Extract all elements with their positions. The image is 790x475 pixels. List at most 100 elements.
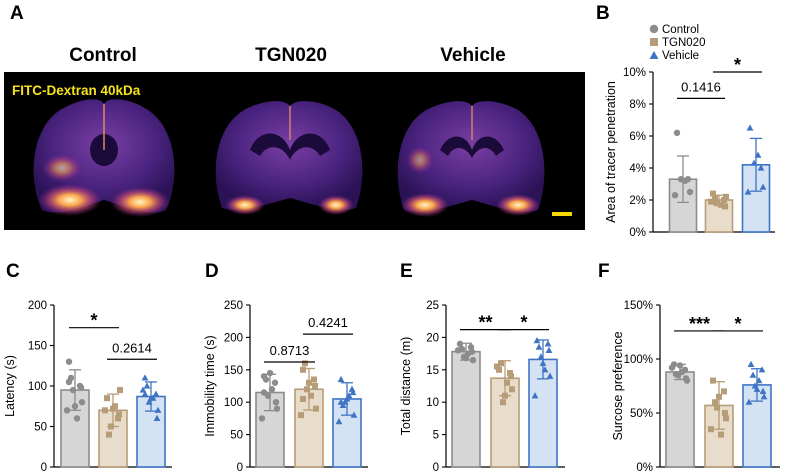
data-point-vehicle — [154, 406, 162, 413]
data-point-tgn020 — [116, 411, 122, 418]
data-point-control — [260, 389, 268, 396]
data-point-vehicle — [757, 164, 765, 171]
data-point-tgn020 — [723, 193, 729, 200]
y-tick-label: 8% — [629, 99, 646, 111]
data-point-tgn020 — [306, 379, 312, 386]
data-point-vehicle — [546, 372, 554, 379]
data-point-control — [63, 407, 71, 414]
data-point-tgn020 — [102, 407, 108, 414]
data-point-vehicle — [539, 359, 547, 366]
y-tick-label: 250 — [224, 300, 243, 312]
data-point-vehicle — [152, 390, 160, 397]
data-point-tgn020 — [716, 393, 722, 400]
y-tick-label: 50% — [630, 408, 653, 420]
data-point-vehicle — [535, 343, 543, 350]
data-point-vehicle — [337, 375, 345, 383]
y-tick-label: 100% — [624, 354, 653, 366]
y-tick-label: 15 — [426, 365, 439, 377]
data-point-tgn020 — [300, 366, 306, 373]
data-point-vehicle — [337, 398, 345, 405]
bar-control — [451, 350, 481, 468]
brain-section-vehicle — [397, 101, 545, 217]
data-point-tgn020 — [708, 426, 714, 433]
data-point-control — [69, 386, 77, 394]
data-point-control — [65, 358, 73, 365]
data-point-control — [77, 384, 85, 391]
data-point-tgn020 — [311, 376, 317, 383]
data-point-vehicle — [145, 398, 153, 405]
imaging-panel: Control TGN020 Vehicle FITC-Dextran 40kD… — [4, 45, 585, 230]
y-tick-label: 200 — [28, 300, 47, 312]
bar-control — [665, 371, 695, 468]
legend: Control TGN020 Vehicle — [649, 24, 705, 62]
panel-label-a: A — [10, 3, 24, 24]
y-tick-label: 6% — [629, 131, 646, 143]
y-axis-label: Surcose preference — [611, 331, 625, 440]
data-point-tgn020 — [298, 412, 304, 419]
y-tick-label: 50 — [230, 430, 243, 442]
data-point-control — [456, 340, 464, 348]
data-point-vehicle — [141, 390, 149, 397]
data-point-control — [73, 415, 81, 422]
data-point-vehicle — [544, 340, 552, 347]
imaging-title-vehicle: Vehicle — [440, 45, 506, 66]
data-point-control — [266, 369, 274, 377]
imaging-label: FITC-Dextran 40kDa — [12, 83, 141, 98]
data-point-control — [262, 376, 270, 383]
data-point-tgn020 — [710, 377, 716, 384]
data-point-control — [686, 188, 694, 196]
data-point-tgn020 — [721, 197, 727, 203]
data-point-control — [271, 379, 279, 386]
data-point-vehicle — [339, 401, 347, 409]
significance-label: *** — [689, 314, 710, 334]
data-point-vehicle — [760, 393, 768, 400]
data-point-vehicle — [349, 388, 357, 396]
imaging-title-control: Control — [69, 45, 137, 66]
significance-label: * — [520, 313, 527, 333]
data-point-vehicle — [759, 183, 767, 190]
data-point-control — [468, 348, 476, 355]
data-point-tgn020 — [710, 190, 716, 197]
data-point-tgn020 — [302, 360, 308, 367]
data-point-vehicle — [537, 353, 545, 360]
legend-marker-control — [649, 24, 659, 34]
data-point-tgn020 — [313, 405, 319, 412]
data-point-tgn020 — [304, 386, 310, 393]
data-point-tgn020 — [714, 404, 720, 411]
data-point-vehicle — [545, 346, 553, 353]
legend-label-vehicle: Vehicle — [662, 50, 699, 62]
y-axis-label: Latency (s) — [3, 355, 17, 417]
data-point-vehicle — [759, 387, 767, 394]
data-point-vehicle — [754, 151, 762, 158]
data-point-vehicle — [758, 366, 766, 373]
data-point-tgn020 — [504, 379, 510, 386]
data-point-tgn020 — [300, 395, 306, 402]
legend-label-tgn020: TGN020 — [662, 37, 705, 49]
y-tick-label: 150 — [224, 365, 243, 377]
data-point-control — [682, 375, 690, 382]
data-point-control — [458, 345, 466, 353]
scale-bar — [552, 212, 572, 216]
legend-marker-tgn020 — [650, 38, 658, 46]
data-point-tgn020 — [722, 410, 728, 416]
data-point-tgn020 — [723, 415, 729, 422]
y-tick-label: 0% — [636, 462, 653, 474]
data-point-control — [272, 399, 280, 406]
y-tick-label: 5 — [433, 430, 439, 442]
data-point-tgn020 — [500, 399, 506, 406]
data-point-vehicle — [750, 159, 758, 166]
brain-section-tgn020 — [215, 101, 363, 215]
data-point-tgn020 — [110, 405, 116, 412]
y-tick-label: 50 — [34, 422, 47, 434]
data-point-vehicle — [531, 392, 539, 399]
data-point-vehicle — [143, 382, 151, 389]
panel-label-b: B — [596, 3, 610, 24]
data-point-control — [469, 356, 477, 364]
y-tick-label: 10% — [623, 67, 646, 79]
data-point-vehicle — [746, 124, 754, 131]
significance-label: 0.1416 — [681, 79, 721, 94]
data-point-tgn020 — [708, 198, 714, 205]
data-point-control — [672, 370, 680, 378]
y-tick-label: 2% — [629, 195, 646, 207]
